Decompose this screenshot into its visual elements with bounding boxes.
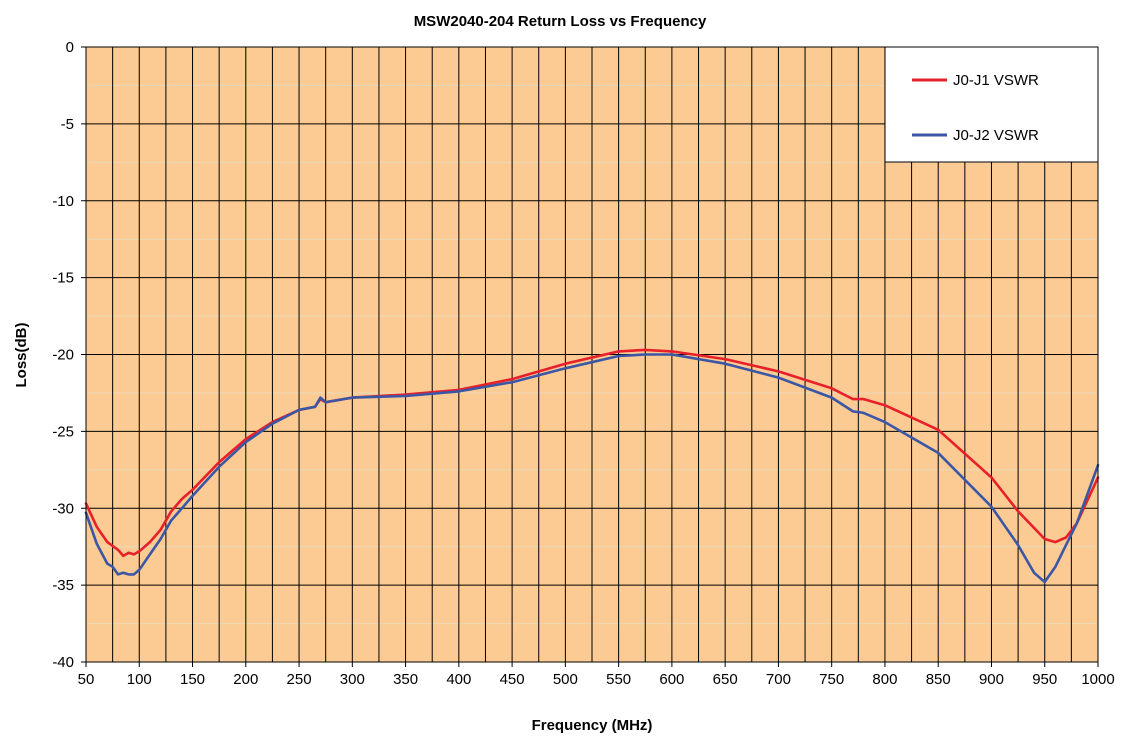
x-tick-label: 250	[287, 671, 312, 688]
x-tick-label: 850	[926, 671, 951, 688]
plot-border	[85, 46, 1099, 663]
y-tick-label: -5	[61, 116, 74, 133]
series-line-2	[84, 353, 1100, 584]
x-tick-label: 50	[78, 671, 95, 688]
y-tick-label: -40	[52, 654, 74, 671]
x-axis-label: Frequency (MHz)	[532, 717, 653, 734]
x-tick-label: 950	[1032, 671, 1057, 688]
y-tick-label: 0	[66, 39, 74, 56]
legend-label-1: J0-J1 VSWR	[953, 72, 1039, 89]
x-axis-ticks: 50 100 150 200 250 300 350 400 450 500 550 600 650 70…	[78, 662, 1115, 688]
x-tick-label: 600	[659, 671, 684, 688]
legend: J0-J1 VSWR J0-J2 VSWR	[884, 46, 1099, 163]
x-tick-label: 750	[819, 671, 844, 688]
x-tick-label: 400	[446, 671, 471, 688]
legend-label-2: J0-J2 VSWR	[953, 127, 1039, 144]
x-tick-label: 350	[393, 671, 418, 688]
x-tick-label: 100	[127, 671, 152, 688]
x-tick-label: 500	[553, 671, 578, 688]
y-tick-label: -10	[52, 193, 74, 210]
x-tick-label: 200	[233, 671, 258, 688]
series-lines	[84, 348, 1100, 584]
y-tick-label: -20	[52, 347, 74, 364]
y-tick-label: -25	[52, 423, 74, 440]
x-tick-label: 800	[872, 671, 897, 688]
x-tick-label: 900	[979, 671, 1004, 688]
y-tick-label: -15	[52, 270, 74, 287]
x-tick-label: 700	[766, 671, 791, 688]
x-tick-label: 150	[180, 671, 205, 688]
x-tick-label: 450	[500, 671, 525, 688]
x-tick-label: 1000	[1081, 671, 1114, 688]
x-tick-label: 650	[713, 671, 738, 688]
legend-box	[884, 46, 1099, 163]
y-tick-label: -30	[52, 500, 74, 517]
y-tick-label: -35	[52, 577, 74, 594]
chart-title: MSW2040-204 Return Loss vs Frequency	[414, 13, 707, 30]
x-tick-label: 550	[606, 671, 631, 688]
y-axis-ticks: 0 -5 -10 -15 -20 -25 -30 -35 -40	[52, 39, 86, 671]
x-tick-label: 300	[340, 671, 365, 688]
y-axis-label: Loss(dB)	[13, 323, 30, 388]
